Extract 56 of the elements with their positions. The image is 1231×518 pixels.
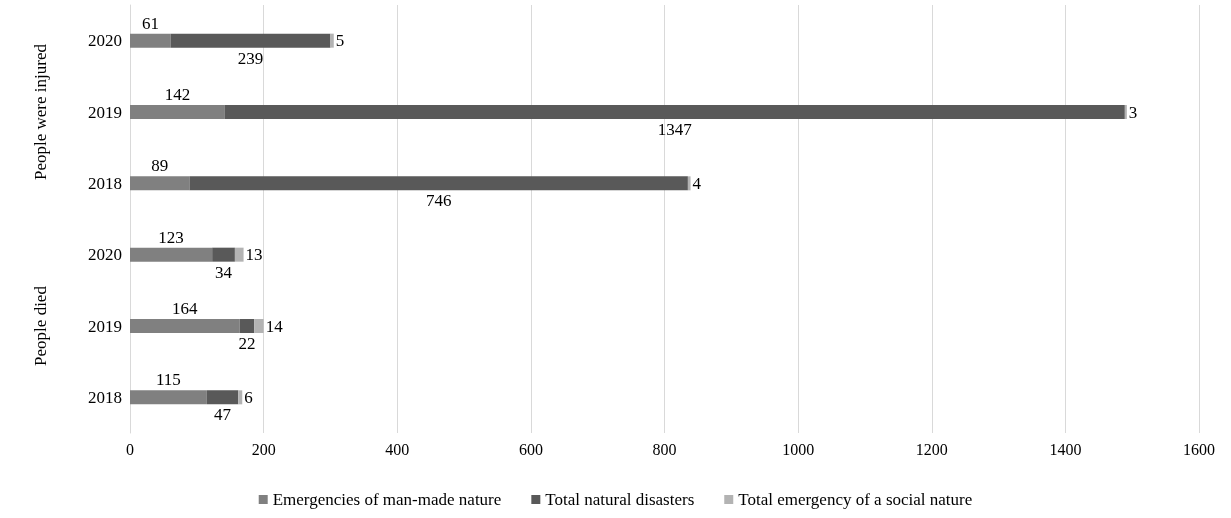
data-label: 89 (151, 156, 169, 176)
x-tick-label: 600 (518, 440, 543, 458)
bar (239, 319, 255, 333)
data-label: 6 (244, 387, 253, 407)
data-label: 746 (425, 191, 452, 211)
bar (234, 247, 244, 262)
text: People were injured (30, 43, 50, 180)
y-tick-label: 2020 (88, 31, 122, 51)
bar (206, 390, 239, 405)
bar (130, 176, 190, 191)
bar (189, 176, 688, 191)
y-tick-label: 2019 (88, 102, 122, 122)
bar (238, 390, 243, 405)
data-label: 164 (172, 299, 199, 318)
legend-label: Total natural disasters (545, 490, 695, 509)
data-label: 34 (215, 262, 233, 282)
x-tick-label: 200 (251, 440, 276, 458)
data-label: 1347 (657, 120, 693, 139)
data-label: 3 (1128, 102, 1138, 122)
data-label: 22 (238, 334, 256, 353)
bar (212, 247, 235, 262)
legend-label: Emergencies of man-made nature (272, 490, 502, 509)
y-tick-label: 2019 (88, 316, 122, 336)
data-label: 123 (158, 227, 184, 247)
bar (130, 390, 207, 405)
y-tick-label: 2020 (88, 245, 122, 265)
y-tick-label: 2018 (88, 387, 122, 407)
data-label: 4 (692, 173, 702, 193)
bar (130, 105, 225, 119)
data-label: 142 (164, 85, 191, 104)
data-label: 13 (245, 245, 263, 265)
data-label: 115 (155, 370, 181, 390)
bar (254, 319, 264, 333)
x-tick-label: 0 (126, 440, 134, 458)
x-tick-label: 1600 (1183, 440, 1215, 458)
x-tick-label: 400 (385, 440, 410, 458)
text: People died (30, 285, 50, 366)
y-tick-label: 2018 (88, 173, 122, 193)
x-tick-label: 1400 (1049, 440, 1082, 458)
data-label: 5 (335, 31, 345, 51)
legend-label: Total emergency of a social nature (738, 490, 973, 509)
x-tick-label: 1200 (915, 440, 948, 458)
bar (224, 105, 1125, 119)
x-tick-label: 800 (652, 440, 677, 458)
x-tick-label: 1000 (782, 440, 815, 458)
data-label: 61 (141, 13, 159, 33)
bar (1124, 105, 1127, 119)
data-label: 47 (214, 405, 232, 425)
bar (170, 33, 331, 48)
bar (130, 247, 213, 262)
bar (330, 33, 334, 48)
bar (130, 319, 240, 333)
bar (130, 33, 171, 48)
bar (687, 176, 691, 191)
data-label: 239 (237, 48, 264, 68)
data-label: 14 (265, 316, 284, 336)
